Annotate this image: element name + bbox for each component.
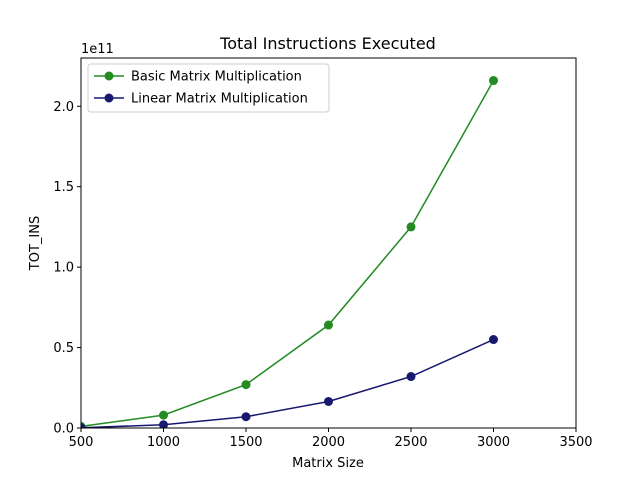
- x-tick-label: 1500: [229, 435, 262, 450]
- data-point: [159, 420, 168, 428]
- data-point: [81, 423, 86, 428]
- legend-marker: [104, 71, 114, 81]
- plot-area: 500 1000 1500 2000 2500 3000 3500 0.0 0.5 1.0 1.5 2…: [53, 57, 593, 450]
- legend-marker: [104, 93, 114, 103]
- chart-title: Total Instructions Executed: [219, 34, 436, 53]
- data-point: [406, 222, 416, 232]
- x-tick-label: 3500: [559, 435, 592, 450]
- y-tick-label: 1.5: [53, 180, 74, 195]
- y-axis-title: TOT_INS: [28, 216, 43, 271]
- x-tick-label: 1000: [147, 435, 180, 450]
- x-tick-label: 2000: [312, 435, 345, 450]
- x-tick-label: 500: [69, 435, 94, 450]
- data-point: [324, 320, 333, 330]
- data-point: [489, 335, 498, 345]
- y-tick-label: 0.5: [53, 341, 74, 356]
- x-axis-title: Matrix Size: [292, 456, 364, 471]
- data-point: [159, 410, 168, 420]
- y-offset-label: 1e11: [81, 42, 114, 57]
- series-line-2: [81, 338, 494, 428]
- x-tick-label: 3000: [477, 435, 510, 450]
- legend-label: Basic Matrix Multiplication: [131, 70, 302, 85]
- legend-box: [87, 63, 330, 113]
- series-group: [81, 76, 498, 428]
- legend: Basic Matrix Multiplication Linear Matrix…: [87, 63, 330, 113]
- data-point: [489, 76, 498, 86]
- data-point: [241, 412, 251, 422]
- x-tick-label: 2500: [394, 435, 427, 450]
- data-point: [406, 372, 416, 382]
- series-line-1: [81, 80, 495, 428]
- y-tick-label: 0.0: [53, 422, 74, 437]
- legend-label: Linear Matrix Multiplication: [131, 92, 308, 107]
- y-tick-label: 1.0: [53, 261, 74, 276]
- y-tick-label: 2.0: [53, 100, 74, 115]
- data-point: [241, 380, 251, 390]
- data-point: [324, 396, 333, 406]
